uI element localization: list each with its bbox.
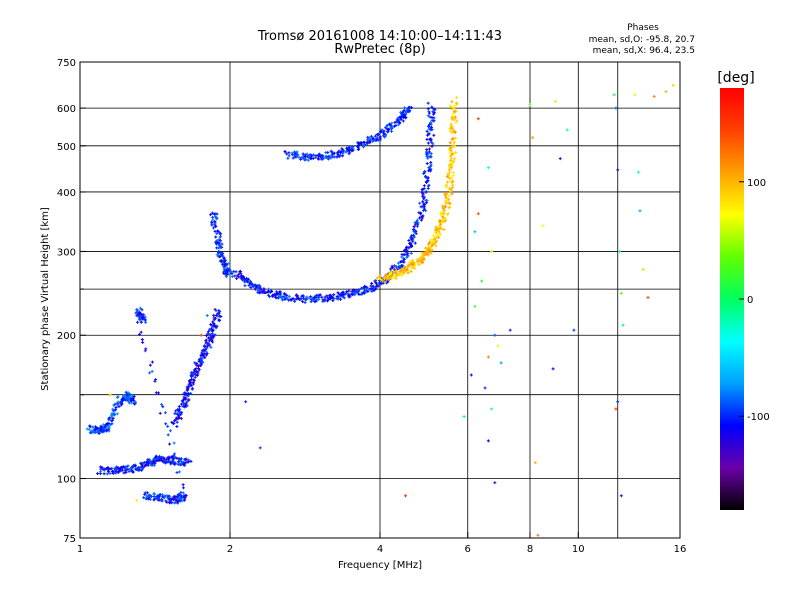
- y-tick-label: 750: [57, 58, 76, 69]
- y-tick-label: 500: [57, 142, 76, 153]
- x-tick-label: 8: [527, 544, 533, 555]
- y-tick-label: 300: [57, 247, 76, 258]
- axes: 1 2 4 6 8 10 16 75 100 200 300 400 500 600 750: [57, 58, 686, 555]
- y-tick-label: 75: [63, 534, 76, 545]
- x-tick-label: 16: [674, 544, 687, 555]
- x-tick-label: 10: [572, 544, 585, 555]
- colorbar-tick-label: -100: [747, 412, 770, 423]
- y-tick-label: 600: [57, 104, 76, 115]
- x-tick-label: 1: [77, 544, 83, 555]
- y-tick-label: 400: [57, 188, 76, 199]
- phase-info-x: mean, sd,X: 96.4, 23.5: [593, 46, 695, 56]
- chart-subtitle: RwPretec (8p): [334, 42, 425, 57]
- plot-data: [85, 83, 675, 537]
- x-tick-label: 6: [465, 544, 471, 555]
- phase-info-title: Phases: [627, 23, 659, 33]
- colorbar-label: [deg]: [717, 70, 754, 86]
- y-axis-label: Stationary phase Virtual Height [km]: [40, 207, 51, 391]
- chart-title: Tromsø 20161008 14:10:00–14:11:43: [257, 29, 502, 44]
- x-axis-label: Frequency [MHz]: [338, 560, 422, 571]
- colorbar: [deg] 100 0 -100: [717, 70, 770, 510]
- y-tick-label: 100: [57, 475, 76, 486]
- x-tick-label: 4: [377, 544, 383, 555]
- colorbar-tick-label: 100: [747, 178, 766, 189]
- phase-info-o: mean, sd,O: -95.8, 20.7: [589, 35, 695, 45]
- y-tick-label: 200: [57, 331, 76, 342]
- colorbar-tick-label: 0: [747, 295, 753, 306]
- grid: [80, 62, 680, 538]
- x-tick-label: 2: [227, 544, 233, 555]
